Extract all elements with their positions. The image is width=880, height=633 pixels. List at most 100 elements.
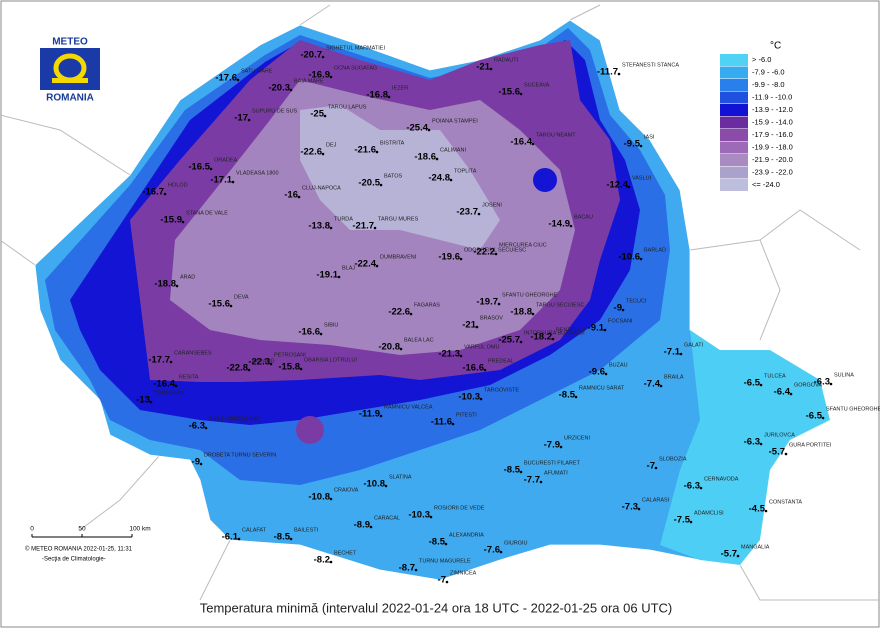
legend-swatch [720,116,748,129]
station-dot [759,442,763,446]
station-value: -22.3 [248,357,270,368]
station-dot [204,426,208,430]
station-value: -8.5 [504,465,521,476]
station-value: -8.5 [559,390,576,401]
station-name: BACAU [574,214,593,220]
station-name: BUCURESTI FILARET [524,460,581,466]
station-value: -25.4 [406,123,428,134]
station-name: TARGU NEAMT [536,132,576,138]
logo: METEO ROMANIA [40,37,100,104]
station-name: BARLAD [644,247,666,253]
station-value: -15.8 [278,362,300,373]
station-value: -7.3 [622,502,638,513]
station-value: -20.3 [268,83,290,94]
station-name: BECHET [334,550,357,556]
station-value: -10.3 [458,392,480,403]
station-dot [321,55,325,59]
station-dot [247,368,251,372]
station-dot [764,509,768,513]
station-value: -7.6 [484,545,500,556]
station-value: -16.8 [366,90,388,101]
station-dot [494,252,498,256]
station-dot [519,340,523,344]
station-name: TURNU MAGURELE [419,558,471,564]
station-name: STEFANESTI STANCA [622,62,679,68]
station-dot [699,486,703,490]
station-dot [604,372,608,376]
legend-label: -23.9 - -22.0 [752,167,793,176]
station-value: -19.7 [476,297,498,308]
station-dot [375,150,379,154]
station-name: SIGHETUL MARMATIEI [326,45,385,51]
legend-swatch [720,66,748,79]
station-value: -21.3 [438,349,460,360]
station-value: -8.5 [274,532,291,543]
station-dot [236,78,240,82]
station-dot [679,352,683,356]
station-name: HOLOD [168,182,188,188]
station-value: -16.7 [142,187,164,198]
station-dot [574,395,578,399]
station-name: FAGARAS [414,302,440,308]
legend-label: -7.9 - -6.0 [752,67,785,76]
station-value: -13 [136,395,150,406]
station-dot [821,416,825,420]
station-dot [384,484,388,488]
station-name: JOSENI [482,202,502,208]
station-dot [531,312,535,316]
station-dot [444,542,448,546]
station-value: -17.1 [210,175,232,186]
station-dot [427,128,431,132]
station-name: CARACAL [374,515,400,521]
station-name: AFUMATI [544,470,568,476]
station-value: -8.9 [354,520,370,531]
station-name: BAILE HERCULANE [209,416,260,422]
station-name: PREDEAL [488,358,514,364]
station-dot [329,75,333,79]
station-dot [169,360,173,364]
station-name: CONSTANTA [769,499,802,505]
station-name: PARANG [252,358,275,364]
station-value: -4.5 [749,504,766,515]
station-name: ALEXANDRIA [449,532,484,538]
station-value: -9.1 [588,323,605,334]
station-dot [519,92,523,96]
station-name: TURDA [334,216,353,222]
station-name: BALEA LAC [404,337,434,343]
station-dot [621,308,625,312]
station-value: -16.5 [188,162,210,173]
station-value: -21 [462,320,476,331]
station-name: TECUCI [626,298,647,304]
station-dot [231,180,235,184]
legend-swatch [720,141,748,154]
station-dot [323,114,327,118]
coldest-zone [300,105,500,250]
station-name: PENTELEU [556,327,585,333]
station-dot [639,144,643,148]
station-value: -7 [647,461,655,472]
station-dot [149,400,153,404]
legend-swatch [720,79,748,91]
station-name: POIANA STAMPEI [432,118,478,124]
station-name: GORGOVA [794,382,822,388]
station-value: -7.4 [644,379,661,390]
station-value: -22.6 [300,147,322,158]
station-name: TARGU SECUIESC [536,302,585,308]
station-name: ARAD [180,274,195,280]
station-dot [269,362,273,366]
station-value: -6.3 [744,437,760,448]
legend-label: -11.9 - -10.0 [752,92,792,101]
station-dot [379,183,383,187]
legend-swatch [720,154,748,166]
station-name: BISTRITA [380,140,405,146]
station-name: BRAILA [664,374,684,380]
station-dot [569,224,573,228]
station-name: SLATINA [389,474,412,480]
station-name: VLADEASA 1800 [236,170,279,176]
station-value: -17.7 [148,355,170,366]
station-name: TARGU MURES [378,216,419,222]
station-dot [379,414,383,418]
station-value: -19.6 [438,252,460,263]
station-value: -10.8 [308,492,330,503]
